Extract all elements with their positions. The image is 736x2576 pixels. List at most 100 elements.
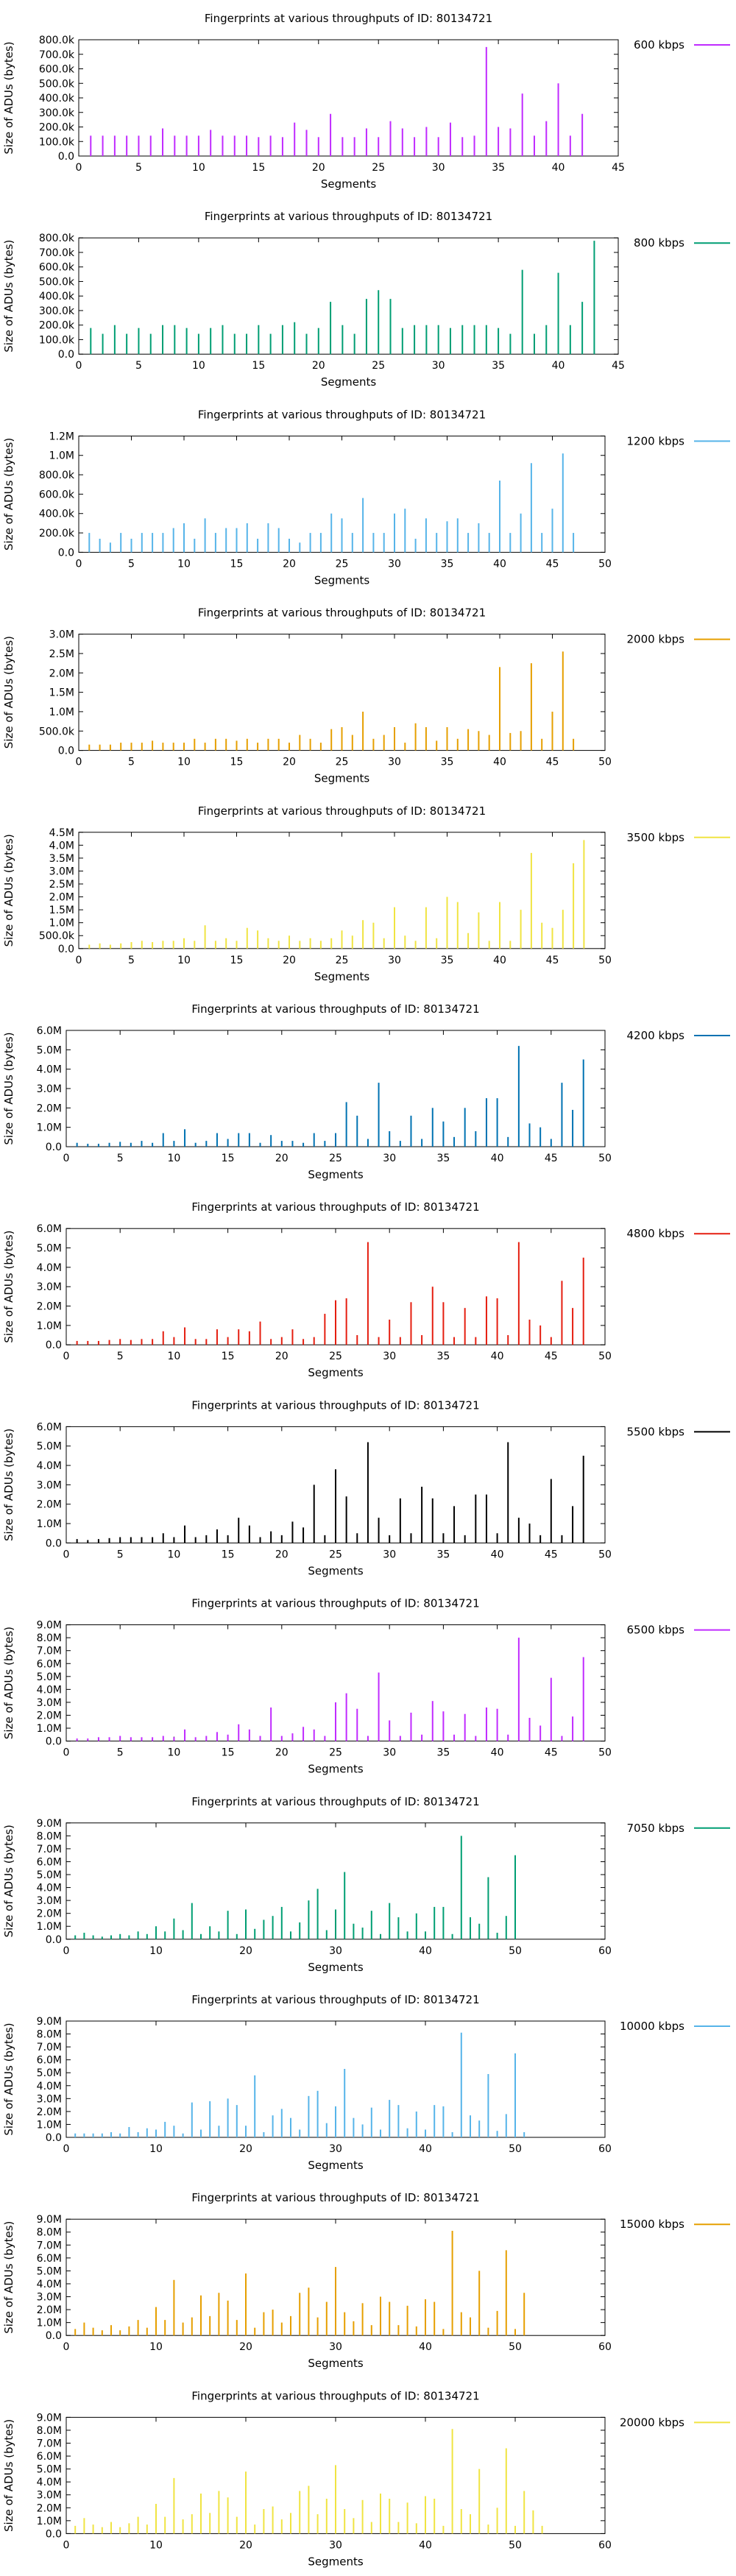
x-tick-label: 35 [441, 757, 454, 768]
plot-frame [66, 1030, 606, 1147]
x-tick-label: 30 [329, 2143, 342, 2155]
y-tick-label: 5.0M [37, 2464, 62, 2476]
x-tick-label: 50 [598, 1549, 612, 1560]
y-tick-label: 5.0M [37, 1869, 62, 1881]
series-bars [88, 651, 575, 751]
chart-title: Fingerprints at various throughputs of I… [198, 408, 486, 421]
y-tick-label: 500.0k [39, 78, 75, 90]
y-tick-label: 1.0M [37, 2516, 62, 2527]
y-tick-label: 8.0M [37, 1632, 62, 1644]
x-tick-label: 40 [493, 558, 506, 570]
y-tick-label: 200.0k [39, 320, 75, 332]
series-bars [74, 2429, 543, 2534]
y-tick-label: 9.0M [37, 1620, 62, 1632]
x-tick-label: 15 [230, 955, 244, 966]
x-tick-label: 50 [598, 1351, 612, 1362]
legend-label: 4200 kbps [627, 1029, 685, 1042]
x-tick-label: 0 [76, 757, 82, 768]
x-tick-label: 20 [275, 1549, 289, 1560]
x-tick-label: 60 [598, 2143, 612, 2155]
x-tick-label: 0 [76, 360, 82, 372]
x-tick-label: 25 [336, 757, 349, 768]
x-tick-label: 15 [222, 1549, 235, 1560]
y-tick-label: 1.0M [37, 1921, 62, 1933]
y-tick-label: 5.0M [37, 1671, 62, 1683]
x-tick-label: 20 [275, 1153, 289, 1164]
chart-title: Fingerprints at various throughputs of I… [191, 1398, 479, 1412]
y-tick-label: 2.0M [37, 2502, 62, 2514]
x-tick-label: 20 [312, 162, 325, 174]
y-tick-label: 4.0M [37, 1262, 62, 1274]
x-tick-label: 40 [552, 360, 565, 372]
y-tick-label: 6.0M [37, 1658, 62, 1670]
x-tick-label: 20 [275, 1747, 289, 1759]
x-tick-label: 0 [76, 162, 82, 174]
y-tick-label: 1.0M [37, 1122, 62, 1134]
chart-title: Fingerprints at various throughputs of I… [191, 2389, 479, 2402]
legend-label: 6500 kbps [627, 1624, 685, 1637]
series-bars [76, 1046, 584, 1147]
x-tick-label: 10 [192, 360, 205, 372]
x-tick-label: 15 [230, 757, 244, 768]
x-tick-label: 10 [149, 2539, 163, 2551]
y-tick-label: 6.0M [37, 2253, 62, 2265]
y-tick-label: 0.0 [58, 547, 74, 559]
y-tick-label: 3.0M [37, 1281, 62, 1293]
y-tick-label: 5.0M [37, 1243, 62, 1255]
y-tick-label: 4.0M [37, 2081, 62, 2092]
x-tick-label: 25 [336, 955, 349, 966]
x-tick-label: 40 [419, 2539, 432, 2551]
y-tick-label: 400.0k [39, 291, 75, 302]
x-tick-label: 25 [372, 360, 385, 372]
y-tick-label: 2.0M [49, 892, 74, 904]
y-tick-label: 0.0 [46, 1340, 62, 1351]
series-bars [90, 241, 595, 355]
y-tick-label: 2.0M [37, 2106, 62, 2118]
y-tick-label: 2.0M [37, 1301, 62, 1313]
x-tick-label: 35 [441, 955, 454, 966]
legend-label: 15000 kbps [620, 2218, 684, 2231]
chart-panel: Fingerprints at various throughputs of I… [2, 2389, 730, 2568]
x-tick-label: 45 [546, 558, 559, 570]
y-tick-label: 600.0k [39, 64, 75, 76]
x-tick-label: 15 [230, 558, 244, 570]
y-tick-label: 6.0M [37, 2451, 62, 2463]
y-tick-label: 1.5M [49, 905, 74, 916]
series-bars [88, 453, 575, 553]
y-tick-label: 1.0M [37, 1518, 62, 1530]
x-axis-label: Segments [308, 1961, 364, 1974]
x-tick-label: 5 [128, 558, 135, 570]
x-tick-label: 25 [372, 162, 385, 174]
x-tick-label: 0 [76, 558, 82, 570]
y-tick-label: 7.0M [37, 2438, 62, 2450]
x-tick-label: 10 [167, 1153, 180, 1164]
x-tick-label: 45 [545, 1747, 558, 1759]
y-tick-label: 4.0M [37, 1460, 62, 1472]
y-tick-label: 5.0M [37, 2265, 62, 2277]
chart-panel: Fingerprints at various throughputs of I… [2, 1200, 730, 1379]
x-tick-label: 40 [493, 955, 506, 966]
x-axis-label: Segments [314, 970, 370, 983]
x-tick-label: 10 [149, 1945, 163, 1957]
x-tick-label: 30 [383, 1747, 396, 1759]
legend-label: 4800 kbps [627, 1227, 685, 1240]
y-tick-label: 1.0M [37, 2119, 62, 2131]
x-axis-label: Segments [308, 1763, 364, 1776]
plot-frame [78, 39, 619, 157]
x-tick-label: 10 [177, 955, 191, 966]
x-tick-label: 30 [388, 955, 401, 966]
x-tick-label: 20 [283, 757, 296, 768]
chart-panel: Fingerprints at various throughputs of I… [2, 1398, 730, 1577]
y-axis-label: Size of ADUs (bytes) [2, 1627, 15, 1739]
x-tick-label: 45 [546, 757, 559, 768]
legend-label: 5500 kbps [627, 1425, 685, 1438]
series-bars [76, 1442, 584, 1543]
x-tick-label: 0 [63, 1351, 70, 1362]
x-tick-label: 20 [275, 1351, 289, 1362]
legend-label: 7050 kbps [627, 1822, 685, 1835]
y-tick-label: 0.0 [58, 944, 74, 955]
x-axis-label: Segments [308, 1168, 364, 1181]
x-tick-label: 0 [63, 1945, 70, 1957]
chart-panel: Fingerprints at various throughputs of I… [2, 1993, 730, 2172]
x-tick-label: 50 [598, 757, 612, 768]
